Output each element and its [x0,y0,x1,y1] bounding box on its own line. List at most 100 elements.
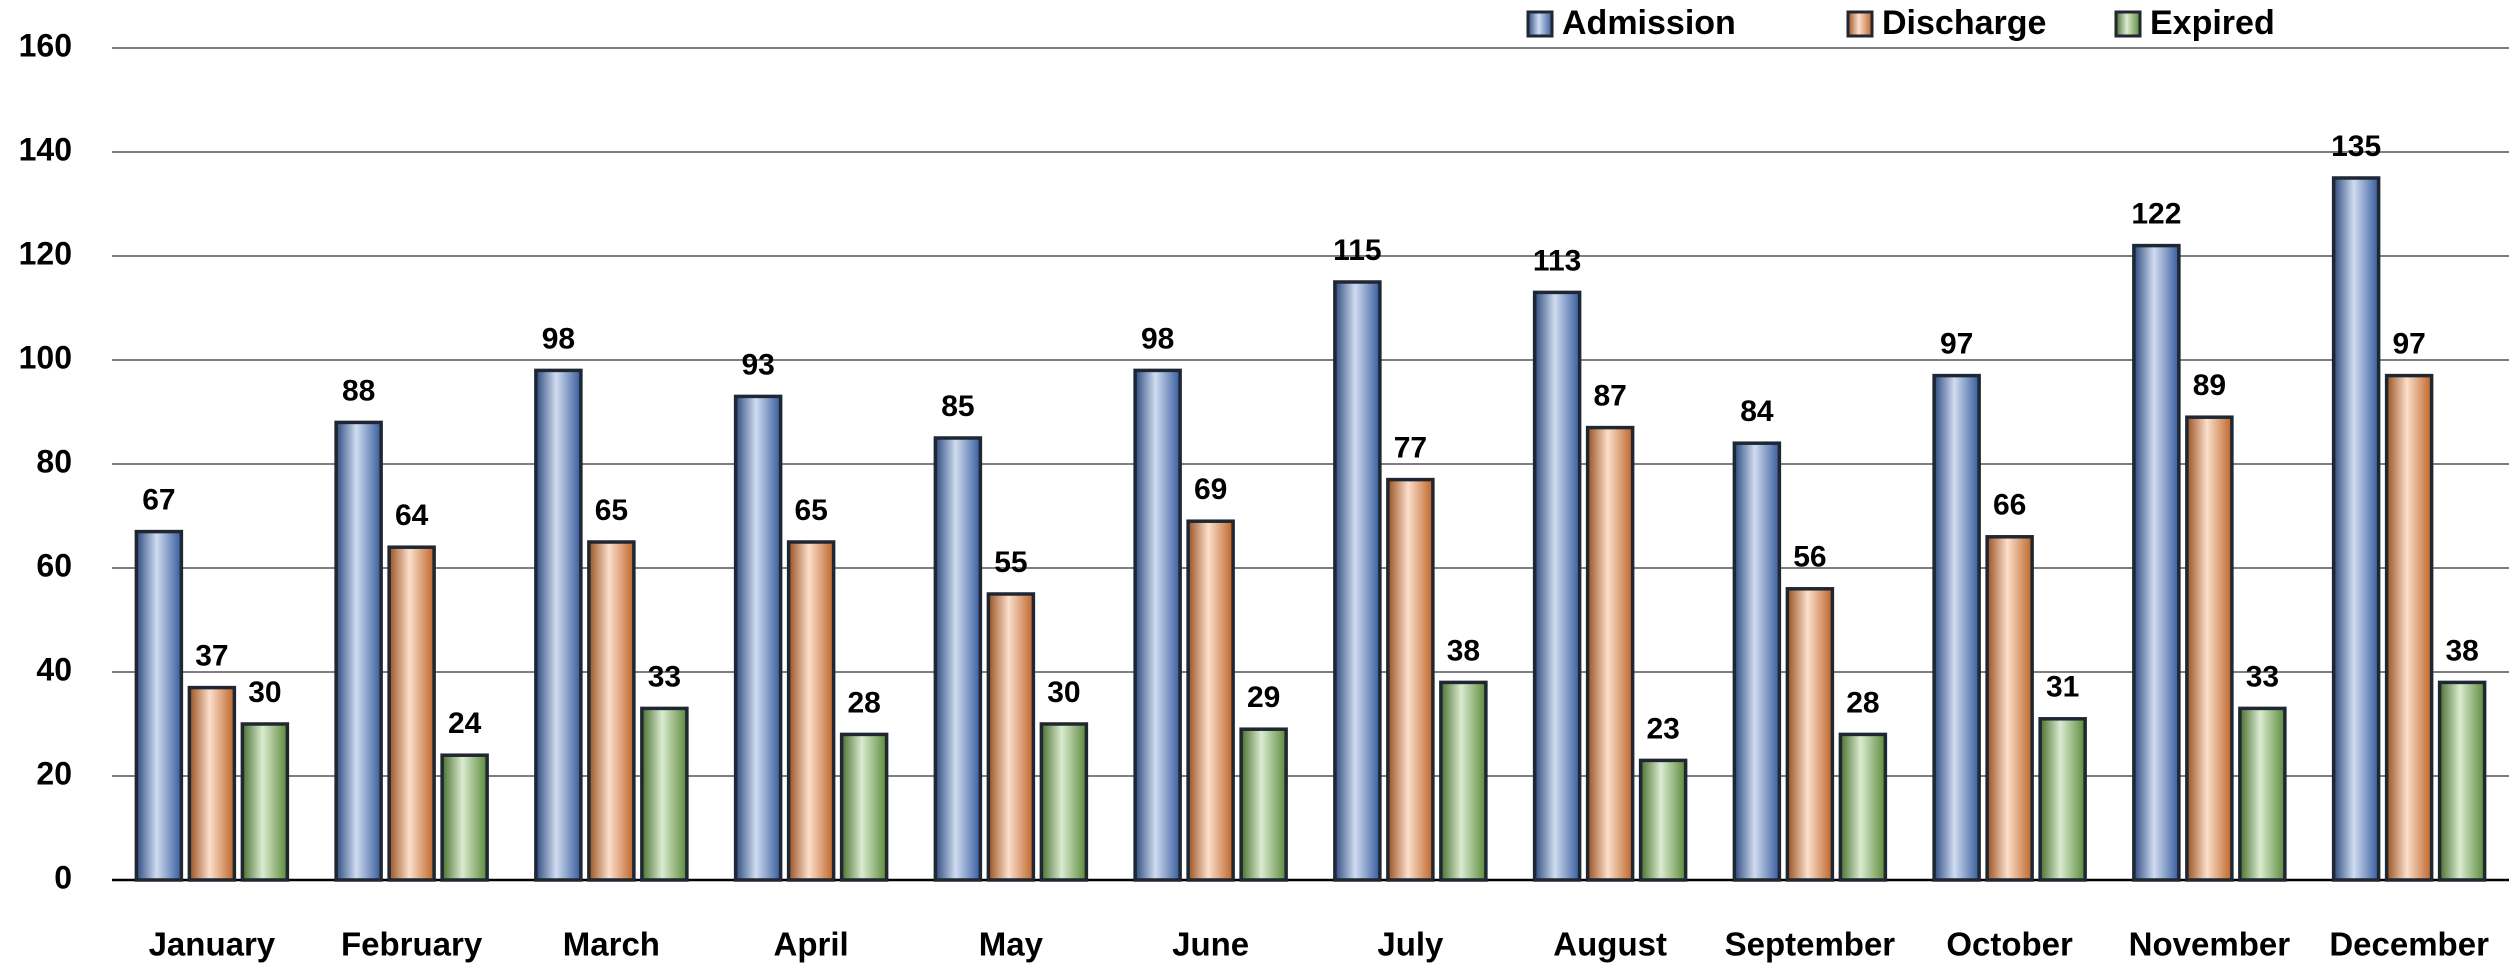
bar [1439,680,1488,882]
y-tick-label: 20 [36,755,72,791]
y-tick-label: 160 [19,27,72,63]
data-label: 23 [1646,712,1679,745]
x-tick-label: November [2129,926,2291,963]
x-tick-label: February [341,926,483,963]
data-label: 24 [448,707,482,740]
x-tick-label: March [563,926,660,963]
data-label: 135 [2331,130,2381,163]
bar [1039,722,1089,882]
legend-label: Admission [1562,4,1736,42]
data-label: 115 [1333,234,1381,267]
x-tick-label: May [979,926,1044,963]
bar [2437,680,2487,882]
y-tick-label: 0 [54,859,72,895]
bar [1186,519,1235,882]
bar [1638,758,1688,882]
data-label: 28 [1846,686,1879,719]
bar [440,753,489,882]
bar [2038,717,2087,882]
bar [387,545,436,882]
data-label: 38 [1447,634,1480,667]
data-label: 97 [2392,328,2425,361]
data-label: 122 [2131,198,2181,231]
data-label: 85 [941,390,974,423]
bar [1532,290,1582,882]
data-label: 37 [195,640,228,673]
data-label: 64 [395,499,429,532]
data-label: 84 [1740,395,1774,428]
bar [2238,706,2287,882]
y-tick-label: 80 [36,443,72,479]
bar [134,529,184,882]
data-label: 93 [741,348,774,381]
bar [786,540,836,882]
bar [187,685,237,882]
legend-label: Expired [2150,4,2275,42]
data-label: 55 [994,546,1027,579]
bar [587,540,636,882]
data-label: 33 [2246,660,2279,693]
bar [640,706,689,882]
bar [1838,732,1888,882]
bar [334,420,383,882]
data-label: 89 [2193,369,2226,402]
data-label: 30 [1047,676,1080,709]
legend-label: Discharge [1882,4,2046,42]
y-tick-label: 40 [36,651,72,687]
data-label: 69 [1194,473,1227,506]
y-tick-label: 100 [19,339,72,375]
bar [1239,727,1288,882]
bar [1732,441,1782,882]
bar [2331,176,2381,882]
x-tick-label: September [1725,926,1896,963]
data-label: 31 [2046,671,2079,704]
bar [1932,373,1981,882]
bar [839,732,889,882]
bar [240,722,290,882]
y-tick-label: 140 [19,131,72,167]
data-label: 66 [1993,489,2026,522]
data-label: 28 [847,686,880,719]
x-tick-label: December [2329,926,2489,963]
bar [1386,477,1435,882]
bar [2185,415,2234,882]
y-tick-label: 120 [19,235,72,271]
data-label: 87 [1593,380,1626,413]
data-label: 77 [1394,432,1427,465]
legend-swatch [1526,10,1554,38]
legend-swatch [1846,10,1874,38]
data-label: 98 [542,322,575,355]
bar [534,368,583,882]
x-tick-label: October [1946,926,2073,963]
data-label: 65 [595,494,628,527]
data-label: 67 [142,484,175,517]
x-tick-label: June [1172,926,1249,963]
bar [1333,280,1382,882]
x-tick-label: July [1377,926,1444,963]
bar [2384,373,2434,882]
x-tick-label: January [149,926,276,963]
x-tick-label: August [1553,926,1667,963]
data-label: 113 [1533,244,1581,277]
bar [1133,368,1182,882]
legend-swatch [2114,10,2142,38]
bar [1985,535,2034,882]
bar [2132,243,2181,882]
x-tick-label: April [774,926,849,963]
data-label: 65 [794,494,827,527]
y-tick-label: 60 [36,547,72,583]
bar [733,394,783,882]
data-label: 29 [1247,681,1280,714]
data-label: 56 [1793,541,1826,574]
data-label: 88 [342,374,375,407]
bar [1585,425,1635,882]
data-label: 98 [1141,322,1174,355]
data-label: 97 [1940,328,1973,361]
data-label: 38 [2445,634,2478,667]
data-label: 33 [648,660,681,693]
bar [933,436,983,882]
data-label: 30 [248,676,281,709]
bar [1785,587,1835,882]
bar [986,592,1036,882]
